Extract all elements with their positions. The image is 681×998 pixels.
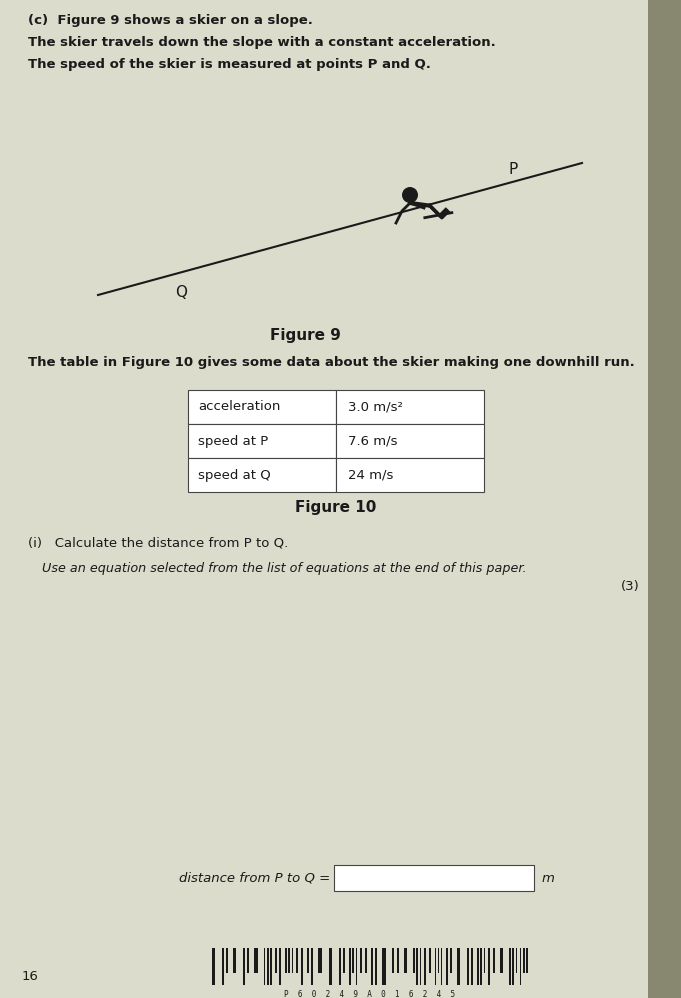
Bar <box>481 948 482 985</box>
Bar <box>355 948 357 985</box>
Bar <box>334 865 534 891</box>
Bar <box>301 948 302 985</box>
Bar <box>413 948 415 973</box>
Text: acceleration: acceleration <box>198 400 281 413</box>
Text: Figure 10: Figure 10 <box>296 500 377 515</box>
Bar <box>349 948 351 985</box>
Bar <box>477 948 479 985</box>
Bar <box>509 948 511 985</box>
Text: m: m <box>542 871 555 884</box>
Bar <box>336 424 484 458</box>
Bar <box>339 948 341 985</box>
Bar <box>523 948 524 973</box>
Bar <box>450 948 452 973</box>
Text: speed at P: speed at P <box>198 434 268 447</box>
Text: P  6  0  2  4  9  A  0  1  6  2  4  5: P 6 0 2 4 9 A 0 1 6 2 4 5 <box>285 990 456 998</box>
Bar <box>648 0 681 998</box>
Bar <box>188 390 336 424</box>
Bar <box>404 948 407 973</box>
Bar <box>222 948 223 985</box>
Bar <box>457 948 460 985</box>
Bar <box>336 390 484 424</box>
Bar <box>467 948 469 985</box>
Bar <box>233 948 236 973</box>
Bar <box>428 948 430 973</box>
Bar <box>396 948 398 973</box>
Bar <box>419 948 421 985</box>
Text: 16: 16 <box>22 970 39 983</box>
Text: The speed of the skier is measured at points P and Q.: The speed of the skier is measured at po… <box>28 58 431 71</box>
Bar <box>311 948 313 985</box>
Bar <box>296 948 298 973</box>
Bar <box>375 948 377 985</box>
Bar <box>264 948 266 985</box>
Bar <box>484 948 485 973</box>
Bar <box>285 948 287 973</box>
Bar <box>336 458 484 492</box>
Bar <box>212 948 215 985</box>
Bar <box>353 948 354 973</box>
Bar <box>255 948 257 973</box>
Bar <box>434 948 436 985</box>
Text: distance from P to Q =: distance from P to Q = <box>178 871 330 884</box>
Bar <box>275 948 277 973</box>
Bar <box>307 948 309 973</box>
Text: (c)  Figure 9 shows a skier on a slope.: (c) Figure 9 shows a skier on a slope. <box>28 14 313 27</box>
Bar <box>471 948 473 985</box>
Text: 7.6 m/s: 7.6 m/s <box>348 434 398 447</box>
Bar <box>289 948 290 973</box>
Text: speed at Q: speed at Q <box>198 468 271 481</box>
Bar <box>392 948 394 973</box>
Bar <box>279 948 281 985</box>
Text: Q: Q <box>175 285 187 300</box>
Bar <box>364 948 366 973</box>
Bar <box>500 948 503 973</box>
Bar <box>267 948 268 985</box>
Text: 24 m/s: 24 m/s <box>348 468 394 481</box>
Bar <box>319 948 321 973</box>
Bar <box>520 948 522 985</box>
Bar <box>424 948 426 985</box>
Bar <box>243 948 245 985</box>
Bar <box>526 948 528 973</box>
Bar <box>247 948 249 973</box>
Bar <box>441 948 442 985</box>
Text: 3.0 m/s²: 3.0 m/s² <box>348 400 403 413</box>
Bar <box>329 948 332 985</box>
Text: The skier travels down the slope with a constant acceleration.: The skier travels down the slope with a … <box>28 36 496 49</box>
Bar <box>360 948 362 973</box>
Text: Figure 9: Figure 9 <box>270 328 340 343</box>
Circle shape <box>402 187 418 203</box>
Bar <box>371 948 373 985</box>
Text: (3): (3) <box>620 580 639 593</box>
Bar <box>516 948 517 973</box>
Bar <box>488 948 490 985</box>
Bar <box>226 948 228 973</box>
Text: Use an equation selected from the list of equations at the end of this paper.: Use an equation selected from the list o… <box>42 562 526 575</box>
Bar <box>270 948 272 985</box>
Bar <box>343 948 345 973</box>
Bar <box>291 948 293 973</box>
Bar <box>188 424 336 458</box>
Bar <box>417 948 418 985</box>
Text: (i)   Calculate the distance from P to Q.: (i) Calculate the distance from P to Q. <box>28 536 288 549</box>
Bar <box>438 948 439 973</box>
Bar <box>492 948 494 973</box>
Text: P: P <box>509 162 518 177</box>
Bar <box>188 458 336 492</box>
Bar <box>383 948 385 985</box>
Bar <box>513 948 514 985</box>
Text: The table in Figure 10 gives some data about the skier making one downhill run.: The table in Figure 10 gives some data a… <box>28 356 635 369</box>
Bar <box>446 948 447 985</box>
